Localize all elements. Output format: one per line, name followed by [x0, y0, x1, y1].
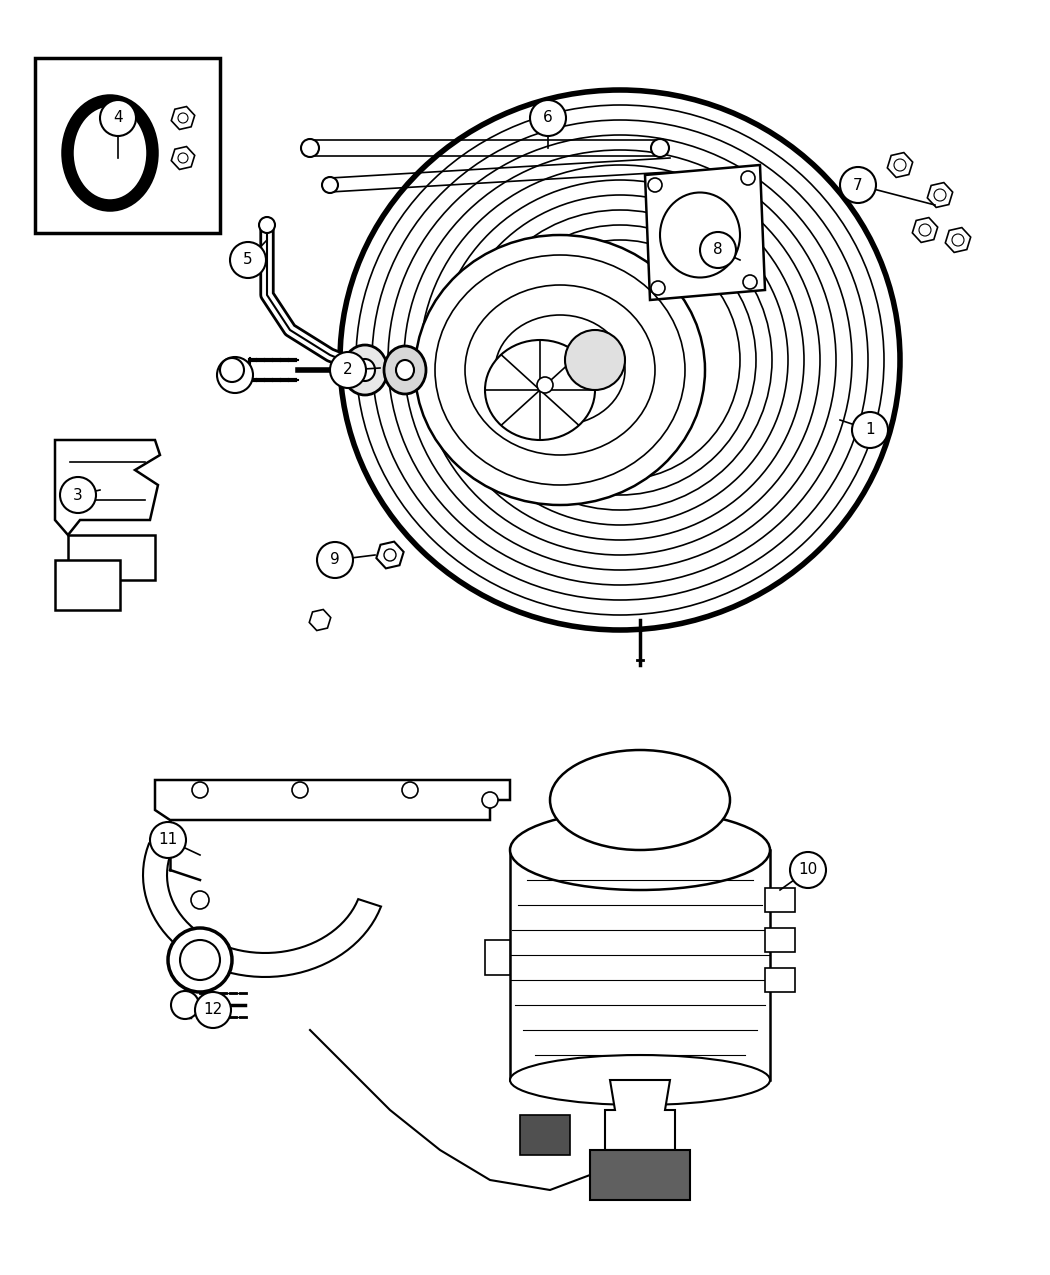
Circle shape	[195, 992, 231, 1028]
Polygon shape	[155, 780, 510, 820]
Circle shape	[852, 412, 888, 448]
Circle shape	[934, 189, 946, 201]
Ellipse shape	[660, 193, 740, 278]
Circle shape	[700, 232, 736, 268]
Circle shape	[322, 177, 338, 193]
Circle shape	[482, 792, 498, 808]
Polygon shape	[510, 850, 770, 1080]
Circle shape	[230, 242, 266, 278]
Circle shape	[651, 139, 669, 157]
Circle shape	[741, 171, 755, 185]
Ellipse shape	[415, 235, 705, 505]
Polygon shape	[605, 1080, 675, 1150]
Text: 1: 1	[865, 422, 875, 437]
Ellipse shape	[342, 346, 387, 395]
Text: 5: 5	[244, 252, 253, 268]
Text: 6: 6	[543, 111, 553, 125]
Polygon shape	[590, 1150, 690, 1200]
Circle shape	[651, 280, 665, 295]
Circle shape	[530, 99, 566, 136]
Ellipse shape	[550, 750, 730, 850]
Circle shape	[178, 113, 188, 122]
Circle shape	[168, 928, 232, 992]
Text: 11: 11	[159, 833, 177, 848]
Polygon shape	[143, 844, 381, 977]
Circle shape	[894, 159, 906, 171]
Circle shape	[259, 217, 275, 233]
Circle shape	[919, 224, 931, 236]
Circle shape	[191, 891, 209, 909]
Bar	[520, 1116, 570, 1155]
Circle shape	[301, 139, 319, 157]
Ellipse shape	[384, 346, 426, 394]
Ellipse shape	[78, 111, 143, 195]
Polygon shape	[645, 164, 765, 300]
Bar	[485, 940, 510, 975]
Circle shape	[743, 275, 757, 289]
Text: 4: 4	[113, 111, 123, 125]
Ellipse shape	[396, 360, 414, 380]
Circle shape	[292, 782, 308, 798]
Circle shape	[217, 357, 253, 393]
Circle shape	[402, 782, 418, 798]
Circle shape	[790, 852, 826, 887]
Ellipse shape	[355, 360, 375, 381]
Text: 10: 10	[798, 862, 818, 877]
Circle shape	[220, 358, 244, 382]
Text: 12: 12	[204, 1002, 223, 1017]
Ellipse shape	[340, 91, 900, 630]
Circle shape	[178, 153, 188, 163]
Text: 3: 3	[74, 487, 83, 502]
Circle shape	[384, 550, 396, 561]
Ellipse shape	[510, 810, 770, 890]
Circle shape	[330, 352, 366, 388]
Text: 7: 7	[854, 177, 863, 193]
Circle shape	[317, 542, 353, 578]
Circle shape	[648, 179, 662, 193]
Bar	[765, 968, 795, 992]
Circle shape	[565, 330, 625, 390]
Bar	[35, 57, 220, 233]
Ellipse shape	[510, 1054, 770, 1105]
Text: 8: 8	[713, 242, 722, 258]
Polygon shape	[68, 536, 155, 580]
Circle shape	[537, 377, 553, 393]
Text: 9: 9	[330, 552, 340, 567]
Circle shape	[192, 782, 208, 798]
Circle shape	[100, 99, 136, 136]
Circle shape	[60, 477, 96, 513]
Polygon shape	[55, 560, 120, 609]
Circle shape	[171, 991, 200, 1019]
Text: 2: 2	[343, 362, 353, 377]
Ellipse shape	[58, 89, 163, 217]
Bar	[765, 928, 795, 952]
Circle shape	[180, 940, 220, 980]
Circle shape	[150, 822, 186, 858]
Polygon shape	[55, 440, 160, 536]
Circle shape	[952, 235, 964, 246]
Bar	[765, 887, 795, 912]
Circle shape	[840, 167, 876, 203]
Ellipse shape	[485, 340, 595, 440]
